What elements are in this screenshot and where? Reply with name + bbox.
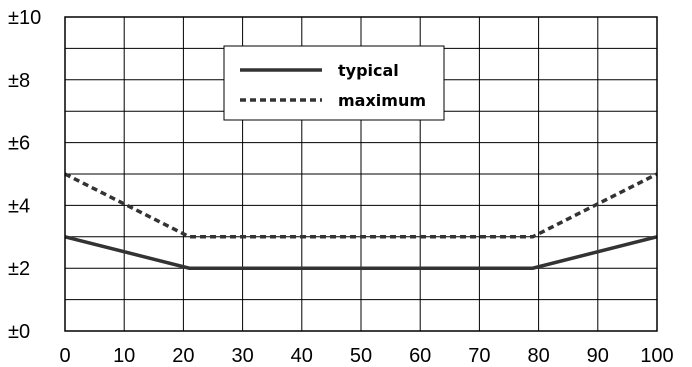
x-tick-label: 90 [587,345,609,367]
legend: typical maximum [223,45,445,121]
series-line-maximum [64,172,658,239]
x-tick-label: 80 [527,345,549,367]
y-tick-label: ±4 [8,195,30,217]
x-tick-label: 70 [468,345,490,367]
x-tick-label: 60 [409,345,431,367]
x-tick-label: 50 [350,345,372,367]
series-line-typical [64,235,658,270]
legend-label-maximum: maximum [338,91,426,110]
y-tick-label: ±2 [8,258,30,280]
y-tick-label: ±0 [8,321,30,343]
x-tick-label: 40 [291,345,313,367]
x-tick-label: 100 [640,345,673,367]
legend-label-typical: typical [338,61,399,80]
y-tick-label: ±10 [8,7,41,29]
y-axis-ticks: ±0 ±2 ±4 ±6 ±8 ±10 [8,7,41,343]
x-axis-ticks: 0 10 20 30 40 50 60 70 80 90 100 [59,345,673,367]
x-tick-label: 0 [59,345,70,367]
x-tick-label: 20 [172,345,194,367]
legend-box [223,45,445,121]
y-tick-label: ±6 [8,133,30,155]
series-lines [64,172,658,270]
x-tick-label: 30 [231,345,253,367]
plot-frame [64,16,658,332]
x-tick-label: 10 [113,345,135,367]
y-tick-label: ±8 [8,70,30,92]
